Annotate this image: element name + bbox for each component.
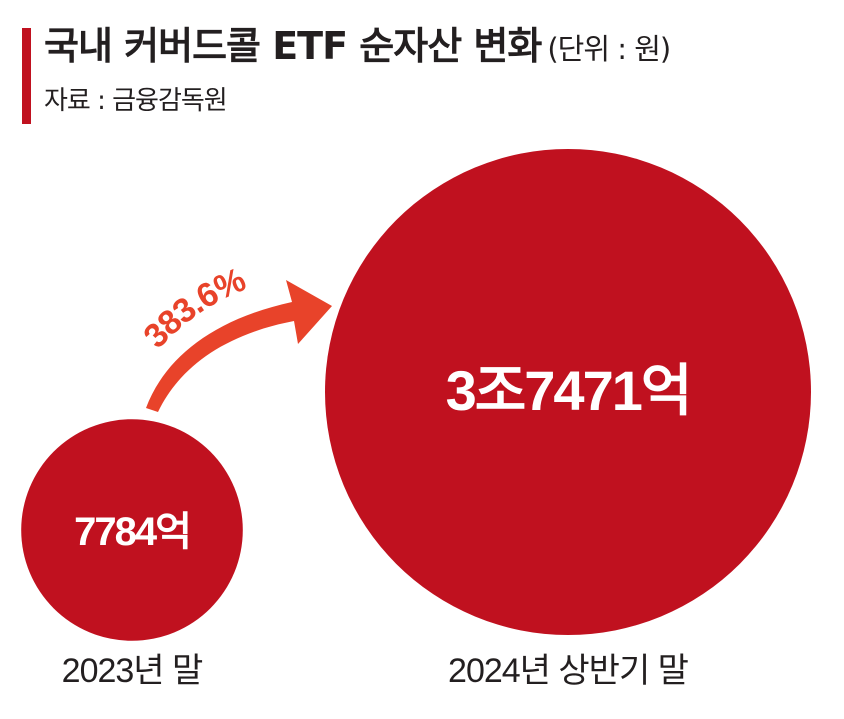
growth-percent-text: 383.6% bbox=[136, 261, 252, 356]
category-label-2024-h1: 2024년 상반기 말 bbox=[448, 652, 689, 690]
growth-arrow bbox=[146, 280, 332, 412]
chart-title: 국내 커버드콜 ETF 순자산 변화 (단위 : 원) bbox=[44, 24, 671, 70]
accent-bar bbox=[22, 28, 31, 124]
bubble-2024-h1 bbox=[325, 149, 811, 635]
growth-percent-label: 383.6% bbox=[136, 261, 251, 356]
value-label-2024-h1: 3조7471억 bbox=[446, 359, 691, 422]
unit-label: (단위 : 원) bbox=[547, 32, 671, 66]
value-label-2023: 7784억 bbox=[74, 510, 190, 554]
category-label-2023: 2023년 말 bbox=[62, 652, 203, 690]
bubble-2023 bbox=[21, 419, 243, 641]
source-label: 자료 : 금융감독원 bbox=[44, 86, 228, 116]
chart-title-text: 국내 커버드콜 ETF 순자산 변화 bbox=[44, 24, 542, 68]
